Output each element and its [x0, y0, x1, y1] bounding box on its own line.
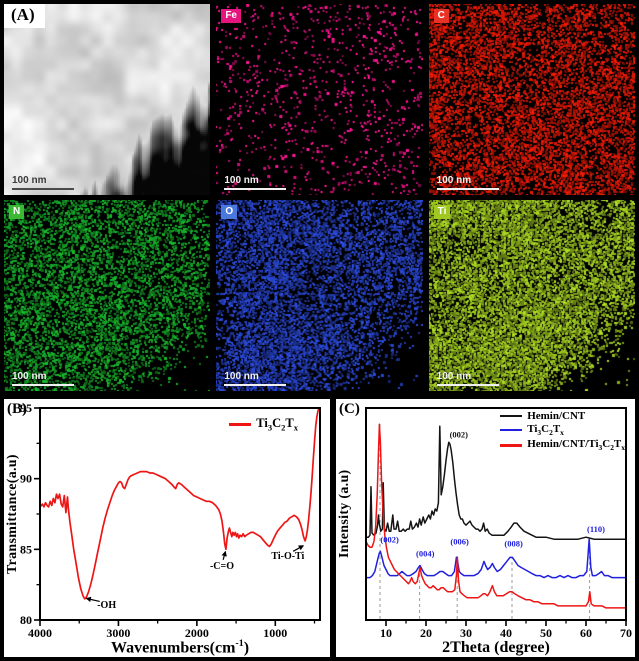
legend-line-swatch	[500, 414, 523, 418]
eds-map-n-canvas	[4, 200, 211, 391]
svg-text:4000: 4000	[28, 626, 52, 640]
scale-bar: 100 nm	[224, 175, 287, 190]
ftir-plot: 4000 3000 2000 1000 80 85 90 95 -OH -C=O Ti-O-Ti	[20, 401, 321, 640]
eds-map-n-panel: N 100 nm	[4, 200, 211, 391]
spectra-row: (B) Transmittance(a.u) 4000 3000 2000 1000 8…	[0, 391, 639, 661]
element-label-n: N	[9, 205, 25, 219]
eds-map-o-canvas	[216, 200, 423, 391]
xrd-x-axis-label: 2Theta (degree)	[442, 639, 550, 656]
svg-text:-C=O: -C=O	[210, 561, 234, 572]
svg-text:60: 60	[580, 626, 592, 640]
tem-image-panel: (A) 100 nm	[4, 4, 211, 195]
svg-text:70: 70	[620, 626, 632, 640]
scale-bar-line	[436, 188, 499, 190]
svg-text:90: 90	[20, 472, 32, 486]
scale-bar: 100 nm	[12, 371, 74, 386]
svg-text:10: 10	[380, 626, 392, 640]
legend-entry: Ti3C2Tx	[500, 423, 625, 437]
xrd-chart-panel: (C) Intensity (a.u) 10 20 30 40 50 60 70 (002) (…	[336, 399, 635, 657]
svg-text:(004): (004)	[416, 548, 435, 558]
svg-text:2000: 2000	[185, 626, 209, 640]
panel-b-label: (B)	[7, 401, 27, 417]
eds-map-c-panel: C 100 nm	[428, 4, 635, 195]
eds-map-fe-panel: Fe 100 nm	[216, 4, 423, 195]
ftir-chart-panel: (B) Transmittance(a.u) 4000 3000 2000 1000 8…	[4, 399, 330, 657]
eds-map-c-canvas	[428, 4, 635, 195]
legend-entry: Hemin/CNT/Ti3C2Tx	[500, 438, 625, 452]
svg-text:Ti-O-Ti: Ti-O-Ti	[271, 551, 304, 562]
scale-bar: 100 nm	[12, 175, 74, 190]
tem-image-canvas	[4, 4, 211, 195]
scale-bar-line	[436, 384, 499, 386]
svg-text:(002): (002)	[450, 429, 469, 439]
svg-text:40: 40	[500, 626, 512, 640]
eds-map-ti-canvas	[428, 200, 635, 391]
scale-bar-label: 100 nm	[224, 371, 259, 382]
scale-bar-label: 100 nm	[436, 175, 472, 186]
legend-label: Ti3C2Tx	[527, 423, 564, 438]
scale-bar-label: 100 nm	[12, 371, 47, 382]
legend-line-swatch	[500, 428, 523, 432]
panel-c-label: (C)	[339, 401, 360, 417]
eds-map-ti-panel: Ti 100 nm	[428, 200, 635, 391]
eds-map-o-panel: O 100 nm	[216, 200, 423, 391]
svg-text:(110): (110)	[587, 524, 605, 534]
scale-bar-line	[224, 188, 287, 190]
legend-line-swatch	[229, 422, 252, 426]
svg-text:1000: 1000	[263, 626, 287, 640]
element-label-o: O	[221, 205, 238, 219]
legend-entry: Hemin/CNT	[500, 410, 625, 422]
panel-a-label: (A)	[4, 4, 45, 28]
svg-text:85: 85	[20, 542, 32, 556]
svg-text:80: 80	[20, 613, 32, 627]
legend-line-swatch	[500, 443, 523, 447]
scale-bar: 100 nm	[224, 371, 287, 386]
xrd-y-axis-label: Intensity (a.u)	[337, 469, 352, 559]
xrd-plot: 10 20 30 40 50 60 70 (002) (002) (004) (006) (008) (…	[365, 407, 632, 640]
scale-bar-line	[12, 188, 74, 190]
legend-entry: Ti3C2Tx	[229, 416, 298, 433]
ftir-y-axis-label: Transmittance(a.u)	[5, 454, 20, 574]
svg-text:(006): (006)	[450, 536, 469, 546]
scale-bar-line	[224, 384, 287, 386]
svg-text:20: 20	[420, 626, 432, 640]
ftir-legend: Ti3C2Tx	[229, 416, 298, 434]
scale-bar-label: 100 nm	[12, 175, 47, 186]
ftir-x-axis-label: Wavenumbers(cm-1)	[110, 637, 250, 656]
svg-text:-OH: -OH	[97, 600, 116, 611]
panel-a-eds-maps: (A) 100 nm Fe 100 nm C 100 nm N	[4, 4, 635, 391]
legend-label: Hemin/CNT	[527, 410, 586, 422]
scale-bar: 100 nm	[436, 175, 499, 190]
scale-bar-label: 100 nm	[436, 371, 472, 382]
svg-text:(002): (002)	[380, 534, 399, 544]
svg-text:30: 30	[460, 626, 472, 640]
element-label-fe: Fe	[221, 9, 241, 23]
legend-label: Ti3C2Tx	[256, 416, 298, 433]
svg-text:95: 95	[20, 401, 32, 415]
svg-text:50: 50	[540, 626, 552, 640]
scale-bar: 100 nm	[436, 371, 499, 386]
element-label-c: C	[433, 9, 449, 23]
eds-map-fe-canvas	[216, 4, 423, 195]
svg-text:3000: 3000	[106, 626, 130, 640]
element-label-ti: Ti	[433, 205, 451, 219]
legend-label: Hemin/CNT/Ti3C2Tx	[527, 438, 625, 453]
svg-text:(008): (008)	[504, 538, 523, 548]
scale-bar-line	[12, 384, 74, 386]
xrd-legend: Hemin/CNT Ti3C2Tx Hemin/CNT/Ti3C2Tx	[500, 410, 625, 453]
scale-bar-label: 100 nm	[224, 175, 259, 186]
